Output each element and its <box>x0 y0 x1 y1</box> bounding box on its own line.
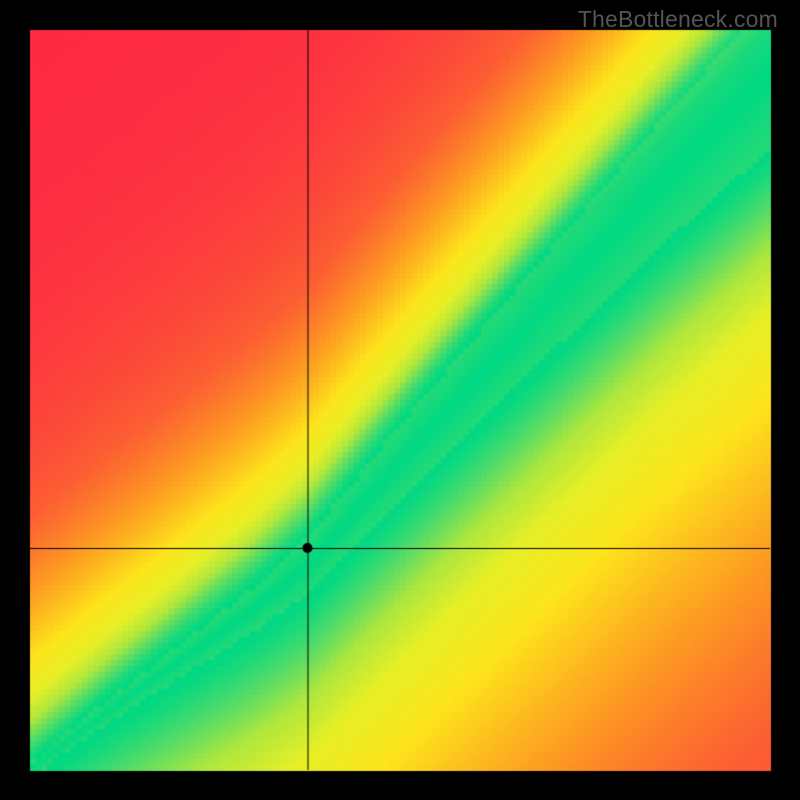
watermark-text: TheBottleneck.com <box>578 6 778 33</box>
heatmap-canvas <box>0 0 800 800</box>
chart-container: TheBottleneck.com <box>0 0 800 800</box>
